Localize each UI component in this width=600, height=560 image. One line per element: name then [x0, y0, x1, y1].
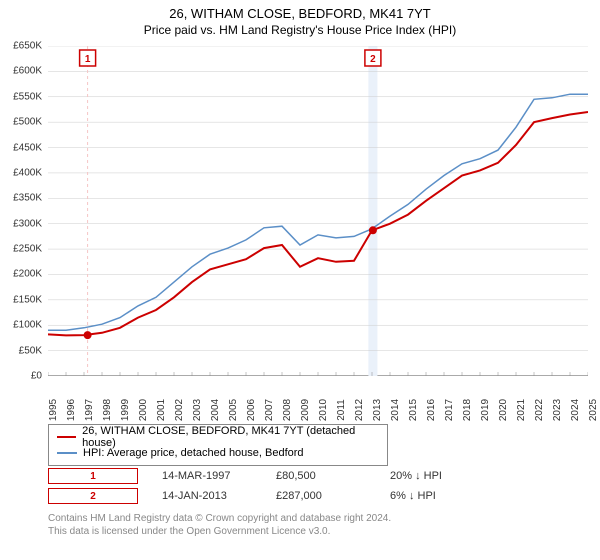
x-axis-tick-label: 2019 [480, 399, 491, 421]
footer-line-2: This data is licensed under the Open Gov… [48, 525, 391, 538]
y-axis-tick-label: £550K [13, 91, 42, 102]
x-axis-tick-label: 1997 [84, 399, 95, 421]
x-axis-tick-label: 2000 [138, 399, 149, 421]
x-axis-tick-label: 2012 [354, 399, 365, 421]
x-axis-tick-label: 2017 [444, 399, 455, 421]
x-axis-tick-label: 2023 [552, 399, 563, 421]
chart-container: 26, WITHAM CLOSE, BEDFORD, MK41 7YT Pric… [0, 0, 600, 560]
x-axis-tick-label: 2011 [336, 399, 347, 421]
x-axis-labels: 1995 1996 1997 1998 1999 2000 2001 2002 2003 2004… [48, 378, 588, 428]
legend: 26, WITHAM CLOSE, BEDFORD, MK41 7YT (det… [48, 424, 388, 466]
marker-delta: 20% ↓ HPI [390, 470, 480, 482]
x-axis-tick-label: 2015 [408, 399, 419, 421]
x-axis-tick-label: 1995 [48, 399, 59, 421]
x-axis-tick-label: 2005 [228, 399, 239, 421]
y-axis-tick-label: £500K [13, 117, 42, 128]
y-axis-tick-label: £50K [19, 345, 42, 356]
svg-text:2: 2 [370, 54, 376, 65]
x-axis-tick-label: 2020 [498, 399, 509, 421]
plot-area: 12 [48, 46, 588, 376]
x-axis-tick-label: 1999 [120, 399, 131, 421]
x-axis-tick-label: 2022 [534, 399, 545, 421]
x-axis-tick-label: 2024 [570, 399, 581, 421]
x-axis-tick-label: 2016 [426, 399, 437, 421]
y-axis-tick-label: £0 [31, 371, 42, 382]
y-axis-tick-label: £650K [13, 41, 42, 52]
marker-date: 14-MAR-1997 [162, 470, 252, 482]
marker-delta: 6% ↓ HPI [390, 490, 480, 502]
x-axis-tick-label: 2025 [588, 399, 599, 421]
chart-titles: 26, WITHAM CLOSE, BEDFORD, MK41 7YT Pric… [0, 0, 600, 37]
x-axis-tick-label: 2009 [300, 399, 311, 421]
x-axis-tick-label: 2002 [174, 399, 185, 421]
y-axis-tick-label: £350K [13, 193, 42, 204]
marker-date: 14-JAN-2013 [162, 490, 252, 502]
legend-swatch [57, 452, 77, 454]
y-axis-tick-label: £600K [13, 66, 42, 77]
marker-table: 1 14-MAR-1997 £80,500 20% ↓ HPI 2 14-JAN… [48, 466, 480, 506]
footer-line-1: Contains HM Land Registry data © Crown c… [48, 512, 391, 525]
marker-row-2: 2 14-JAN-2013 £287,000 6% ↓ HPI [48, 486, 480, 506]
marker-price: £287,000 [276, 490, 366, 502]
chart-subtitle: Price paid vs. HM Land Registry's House … [0, 23, 600, 37]
x-axis-tick-label: 2010 [318, 399, 329, 421]
footer-attribution: Contains HM Land Registry data © Crown c… [48, 512, 391, 538]
legend-swatch [57, 436, 76, 438]
x-axis-tick-label: 2013 [372, 399, 383, 421]
x-axis-tick-label: 2001 [156, 399, 167, 421]
chart-svg: 12 [48, 46, 588, 376]
x-axis-tick-label: 2008 [282, 399, 293, 421]
x-axis-tick-label: 2018 [462, 399, 473, 421]
y-axis-tick-label: £300K [13, 218, 42, 229]
svg-text:1: 1 [85, 54, 91, 65]
x-axis-tick-label: 2007 [264, 399, 275, 421]
x-axis-tick-label: 2021 [516, 399, 527, 421]
y-axis-tick-label: £200K [13, 269, 42, 280]
y-axis-tick-label: £150K [13, 294, 42, 305]
y-axis-tick-label: £250K [13, 244, 42, 255]
legend-item-price-paid: 26, WITHAM CLOSE, BEDFORD, MK41 7YT (det… [57, 429, 379, 445]
y-axis-labels: £0£50K£100K£150K£200K£250K£300K£350K£400… [0, 46, 46, 376]
x-axis-tick-label: 2003 [192, 399, 203, 421]
y-axis-tick-label: £100K [13, 320, 42, 331]
marker-row-1: 1 14-MAR-1997 £80,500 20% ↓ HPI [48, 466, 480, 486]
legend-label: HPI: Average price, detached house, Bedf… [83, 447, 304, 459]
x-axis-tick-label: 2006 [246, 399, 257, 421]
legend-label: 26, WITHAM CLOSE, BEDFORD, MK41 7YT (det… [82, 425, 379, 449]
x-axis-tick-label: 1996 [66, 399, 77, 421]
marker-badge-1: 1 [48, 468, 138, 484]
x-axis-tick-label: 2014 [390, 399, 401, 421]
marker-price: £80,500 [276, 470, 366, 482]
x-axis-tick-label: 2004 [210, 399, 221, 421]
y-axis-tick-label: £450K [13, 142, 42, 153]
chart-title: 26, WITHAM CLOSE, BEDFORD, MK41 7YT [0, 6, 600, 21]
marker-badge-2: 2 [48, 488, 138, 504]
y-axis-tick-label: £400K [13, 167, 42, 178]
x-axis-tick-label: 1998 [102, 399, 113, 421]
